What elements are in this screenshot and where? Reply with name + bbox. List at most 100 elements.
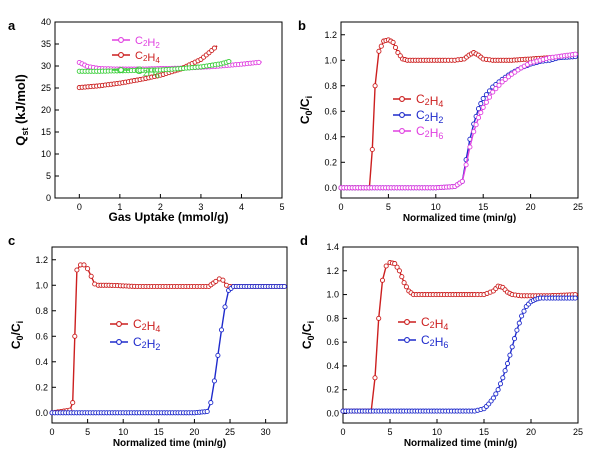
data-point [504, 360, 511, 367]
data-point [226, 58, 232, 65]
chart-panel-c: c 0 5 10 15 20 25 30 0.0 0.2 0.4 0.6 0.8 1.0 1.2 Normal… [8, 233, 288, 449]
x-axis-label: Gas Uptake (mmol/g) [108, 210, 228, 224]
y-tick-label: 40 [41, 17, 51, 27]
y-tick-label: 1.0 [324, 55, 337, 65]
data-point [507, 352, 513, 358]
y-tick-label: 20 [41, 105, 51, 115]
series-markers-c2h6 [340, 295, 578, 414]
legend-label: C2H6 [135, 65, 160, 80]
data-point [493, 391, 499, 397]
x-tick-label: 0 [77, 202, 82, 212]
y-tick-label: 0.2 [35, 382, 48, 392]
data-point [396, 268, 402, 274]
data-point [88, 273, 94, 279]
data-point [74, 267, 80, 273]
x-tick-label: 15 [479, 427, 489, 437]
data-point [480, 95, 486, 102]
series-markers-c2h6 [76, 58, 232, 74]
data-point [376, 315, 382, 321]
series-markers-c2h2 [49, 283, 287, 416]
data-point [70, 400, 76, 406]
axes-frame [54, 21, 283, 199]
data-point [521, 308, 527, 314]
y-tick-label: 0.4 [35, 357, 48, 367]
data-point [572, 295, 578, 301]
legend-label: C2H2 [416, 108, 443, 125]
x-axis-label: Normalized time (min/g) [113, 438, 226, 449]
legend-label: C2H6 [416, 124, 443, 141]
chart-panel-d: d 0 5 10 15 20 25 0.0 0.2 0.4 0.6 0.8 1.0 1.2 1.4 Norma… [300, 233, 583, 449]
y-tick-label: 0.0 [35, 408, 48, 418]
x-tick-label: 2 [158, 202, 163, 212]
data-point [490, 395, 496, 401]
panel-label: a [8, 18, 16, 33]
x-tick-label: 15 [154, 427, 164, 437]
legend-marker [118, 52, 124, 58]
data-point [399, 274, 405, 280]
y-axis-label: C0/Ci [298, 96, 314, 124]
x-tick-label: 10 [432, 427, 442, 437]
data-point [459, 178, 465, 184]
data-point [85, 266, 91, 272]
data-point [475, 115, 482, 121]
x-tick-label: 5 [85, 427, 90, 437]
data-point [392, 44, 399, 51]
y-tick-label: 0.6 [35, 331, 48, 341]
y-tick-label: 1.0 [35, 280, 48, 290]
x-tick-label: 30 [261, 427, 271, 437]
y-axis-label: C0/Ci [300, 321, 316, 349]
data-point [572, 51, 578, 57]
x-tick-label: 0 [338, 202, 343, 212]
y-tick-label: 1.4 [326, 242, 339, 252]
legend-marker [399, 112, 405, 118]
legend-label: C2H4 [135, 50, 160, 65]
y-tick-label: 0.0 [326, 408, 339, 418]
legend-marker [404, 337, 410, 343]
x-tick-label: 5 [387, 427, 392, 437]
legend-label: C2H2 [135, 35, 160, 50]
x-tick-label: 10 [431, 202, 441, 212]
x-tick-label: 3 [198, 202, 203, 212]
series-line-c2h6 [343, 297, 578, 412]
series-markers-c2h4 [340, 259, 578, 414]
x-tick-label: 4 [239, 202, 244, 212]
x-tick-label: 10 [118, 427, 128, 437]
panel-label: c [8, 233, 15, 248]
axes-frame [340, 21, 579, 199]
y-tick-label: 0.0 [324, 183, 337, 193]
data-point [502, 76, 508, 82]
y-axis-label: Qst (kJ/mol) [13, 74, 30, 146]
x-axis-label: Normalized time (min/g) [403, 213, 516, 224]
y-tick-label: 0.2 [326, 385, 339, 395]
data-point [215, 352, 221, 358]
chart-panel-b: b 0 5 10 15 20 25 0.0 0.2 0.4 0.6 0.8 1.0 1.2 Normaliz… [298, 18, 583, 224]
data-point [467, 144, 473, 150]
data-point [502, 368, 508, 374]
data-point [478, 110, 484, 116]
y-tick-label: 35 [41, 39, 51, 49]
data-point [401, 280, 407, 286]
x-tick-label: 0 [49, 427, 54, 437]
axes-frame [51, 246, 288, 424]
x-tick-label: 25 [225, 427, 235, 437]
x-tick-label: 25 [573, 202, 583, 212]
axes-frame [342, 246, 579, 424]
data-point [211, 378, 217, 384]
data-point [509, 344, 515, 350]
chart-panel-a: a 0 1 2 3 4 5 0 5 10 15 20 25 30 35 40 Gas Uptake (mmol/… [8, 17, 285, 224]
y-tick-label: 1.0 [326, 290, 339, 300]
data-point [471, 129, 477, 135]
series-markers-c2h2 [338, 54, 578, 191]
legend-marker [118, 67, 124, 73]
series-line-c2h2 [52, 285, 287, 414]
y-tick-label: 0.4 [326, 361, 339, 371]
x-tick-label: 15 [478, 202, 488, 212]
data-point [378, 43, 384, 49]
data-point [394, 264, 400, 270]
data-point [211, 45, 217, 51]
data-point [256, 59, 262, 65]
legend-marker [399, 96, 405, 102]
y-tick-label: 30 [41, 61, 51, 71]
y-tick-label: 5 [46, 171, 51, 181]
